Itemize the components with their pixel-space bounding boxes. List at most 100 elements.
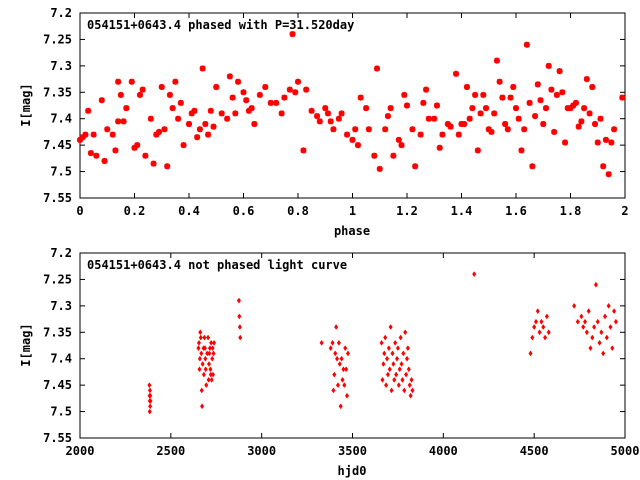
phased-data-point bbox=[131, 144, 138, 151]
phased-data-point bbox=[147, 115, 154, 122]
phased-data-point bbox=[354, 142, 361, 149]
unphased-data-point bbox=[210, 371, 216, 378]
unphased-data-point bbox=[212, 339, 217, 346]
unphased-data-point bbox=[334, 324, 339, 330]
phased-x-tick-label: 0.6 bbox=[233, 204, 255, 218]
unphased-data-point bbox=[202, 345, 208, 352]
phased-data-point bbox=[578, 118, 585, 125]
phased-data-point bbox=[483, 105, 490, 112]
unphased-data-point bbox=[345, 350, 351, 357]
phased-data-point bbox=[387, 105, 394, 112]
phased-data-point bbox=[461, 121, 468, 127]
unphased-data-point bbox=[604, 334, 609, 341]
phased-data-point bbox=[286, 86, 293, 93]
phased-data-point bbox=[542, 105, 549, 112]
phased-data-point bbox=[395, 136, 402, 143]
phased-axis-ticks: 0 0.2 0.4 0.6 0.8 1 1.2 1.4 1.6 1.8 2 7.2 7.25 7.3 7.3… bbox=[43, 6, 629, 218]
phased-data-point bbox=[210, 123, 217, 130]
unphased-data-point bbox=[388, 324, 393, 330]
unphased-data-point bbox=[385, 371, 390, 378]
phased-data-point bbox=[562, 139, 569, 146]
phased-data-point bbox=[423, 86, 430, 93]
unphased-data-point bbox=[407, 382, 412, 389]
phased-x-tick-label: 0.2 bbox=[124, 204, 146, 218]
phased-y-tick-label: 7.4 bbox=[50, 112, 72, 126]
unphased-x-tick-label: 4000 bbox=[429, 444, 458, 458]
phased-data-point bbox=[175, 115, 182, 122]
unphased-data-point bbox=[342, 382, 347, 389]
unphased-data-point bbox=[575, 318, 580, 325]
phased-data-point bbox=[134, 142, 141, 149]
phased-data-point bbox=[551, 128, 558, 135]
unphased-data-point bbox=[593, 281, 598, 288]
phased-data-point bbox=[417, 131, 424, 138]
unphased-data-point bbox=[384, 355, 390, 362]
phased-data-point bbox=[376, 165, 383, 172]
unphased-data-point bbox=[238, 334, 243, 341]
unphased-data-point bbox=[337, 361, 342, 367]
unphased-data-point bbox=[201, 371, 206, 378]
phased-data-point bbox=[477, 110, 484, 117]
phased-plot-title: 054151+0643.4 phased with P=31.520day bbox=[87, 18, 354, 32]
unphased-data-point bbox=[404, 355, 410, 362]
phased-data-point bbox=[166, 91, 173, 98]
unphased-data-point bbox=[200, 361, 205, 367]
unphased-data-point bbox=[148, 392, 153, 399]
unphased-data-point bbox=[199, 387, 204, 394]
unphased-data-point bbox=[209, 376, 214, 383]
phased-data-point bbox=[518, 147, 525, 154]
phased-y-tick-label: 7.25 bbox=[43, 32, 72, 46]
unphased-data-point bbox=[381, 361, 386, 367]
phased-data-point bbox=[77, 136, 83, 143]
unphased-x-axis-label: hjd0 bbox=[338, 464, 367, 478]
unphased-data-point bbox=[599, 329, 604, 336]
unphased-data-point bbox=[331, 387, 336, 394]
phased-data-point bbox=[431, 115, 438, 122]
phased-data-point bbox=[316, 118, 323, 125]
phased-data-point bbox=[502, 121, 509, 127]
phased-data-point bbox=[548, 86, 555, 93]
phased-plot-frame bbox=[79, 12, 626, 199]
unphased-data-point bbox=[335, 355, 340, 362]
phased-data-point bbox=[412, 163, 419, 170]
phased-data-point bbox=[224, 115, 231, 122]
phased-data-point bbox=[447, 123, 454, 130]
phased-data-point bbox=[273, 99, 280, 106]
unphased-data-point bbox=[532, 324, 537, 330]
phased-data-point bbox=[120, 118, 127, 125]
phased-data-point bbox=[177, 99, 184, 106]
phased-data-point bbox=[87, 150, 94, 157]
phased-data-point bbox=[196, 126, 203, 133]
unphased-data-point bbox=[544, 313, 549, 320]
phased-data-point bbox=[248, 105, 255, 112]
unphased-data-point bbox=[610, 345, 615, 352]
unphased-data-point bbox=[386, 345, 391, 352]
unphased-data-point bbox=[606, 302, 611, 309]
unphased-data-point bbox=[582, 318, 588, 325]
phased-data-point bbox=[526, 99, 533, 106]
phased-data-point bbox=[292, 89, 299, 96]
unphased-data-point bbox=[403, 329, 408, 336]
unphased-y-tick-label: 7.2 bbox=[50, 246, 72, 260]
phased-y-tick-label: 7.35 bbox=[43, 85, 72, 99]
phased-data-point bbox=[572, 99, 579, 106]
unphased-data-point bbox=[572, 302, 577, 309]
phased-data-point bbox=[521, 126, 528, 133]
unphased-data-point bbox=[543, 334, 548, 341]
phased-data-point bbox=[207, 107, 214, 114]
unphased-y-tick-label: 7.4 bbox=[50, 352, 72, 366]
unphased-data-point bbox=[528, 350, 533, 357]
phased-data-point bbox=[90, 131, 97, 138]
unphased-data-point bbox=[211, 350, 216, 357]
phased-data-point bbox=[308, 107, 315, 114]
phased-data-point bbox=[444, 121, 451, 127]
phased-data-point bbox=[218, 110, 225, 117]
unphased-data-point bbox=[400, 376, 405, 383]
phased-data-point bbox=[150, 160, 157, 167]
unphased-data-point bbox=[206, 334, 211, 341]
phased-data-point bbox=[93, 152, 100, 159]
phased-data-point bbox=[553, 91, 560, 98]
unphased-data-point bbox=[546, 329, 551, 336]
phased-data-point bbox=[303, 86, 310, 93]
